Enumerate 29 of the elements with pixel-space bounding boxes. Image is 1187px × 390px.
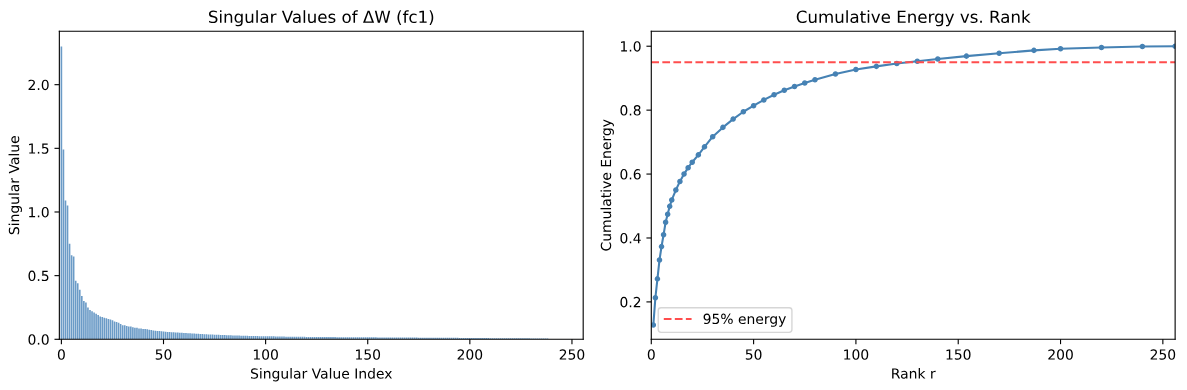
x-tick-label: 150 [946, 349, 971, 360]
x-tick-label: 250 [559, 349, 585, 360]
y-tick-label: 1.0 [621, 41, 641, 52]
legend-label: 95% energy [703, 313, 786, 327]
x-tick-label: 100 [253, 349, 278, 360]
x-tick-label: 200 [457, 349, 483, 360]
y-tick-label: 0.2 [620, 296, 641, 308]
y-tick-label: 2.0 [28, 79, 49, 91]
y-axis-title: Singular Value [8, 136, 22, 235]
chart-title: Cumulative Energy vs. Rank [796, 10, 1031, 27]
y-tick-label: 0.6 [620, 169, 641, 180]
y-tick-label: 0.0 [28, 334, 49, 345]
x-tick-label: 100 [844, 349, 869, 360]
y-tick-label: 1.5 [29, 143, 49, 154]
chart-title: Singular Values of ΔW (fc1) [208, 10, 434, 27]
x-axis-title: Singular Value Index [250, 368, 393, 382]
x-tick-label: 0 [647, 349, 655, 360]
x-tick-label: 200 [1048, 349, 1073, 360]
x-tick-label: 50 [745, 349, 762, 360]
x-tick-label: 0 [57, 349, 65, 360]
x-tick-label: 50 [155, 349, 172, 360]
x-axis-title: Rank r [892, 368, 936, 379]
x-tick-label: 250 [1150, 349, 1176, 360]
y-tick-label: 0.8 [620, 105, 641, 116]
x-tick-label: 150 [356, 349, 381, 360]
y-axis-title: Cumulative Energy [600, 119, 614, 251]
y-tick-label: 1.0 [29, 206, 49, 218]
y-tick-label: 0.4 [620, 232, 641, 244]
y-tick-label: 0.5 [28, 270, 49, 282]
